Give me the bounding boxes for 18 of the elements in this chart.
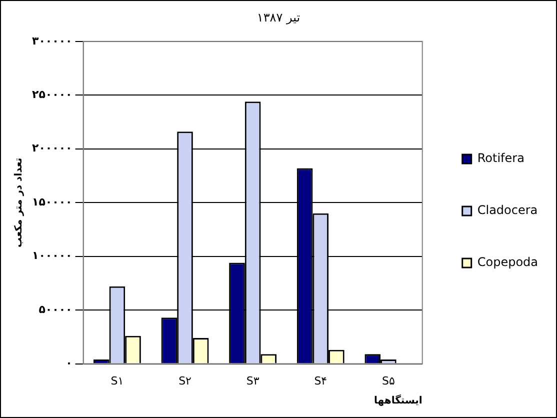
y-tick-label: ۵۰۰۰۰ — [38, 302, 72, 316]
x-tick-label: S۲ — [178, 374, 192, 388]
y-tick-label: ۳۰۰۰۰۰ — [32, 34, 72, 48]
x-tick-label: S۳ — [246, 374, 260, 388]
x-tick-label: S۴ — [314, 374, 328, 388]
legend-label: Cladocera — [477, 203, 538, 218]
legend-label: Copepoda — [477, 255, 538, 270]
y-tick-label: ۰ — [66, 356, 72, 370]
x-axis-title: ایستگاهها — [374, 394, 422, 407]
legend-label: Rotifera — [477, 151, 524, 166]
y-tick-label: ۱۵۰۰۰۰ — [32, 195, 72, 208]
y-tick-label: ۱۰۰۰۰۰ — [32, 249, 72, 262]
y-tick-label: ۲۰۰۰۰۰ — [32, 142, 72, 155]
y-axis-title: تعداد در متر مکعب — [14, 157, 25, 248]
y-tick-label: ۲۵۰۰۰۰ — [32, 88, 72, 101]
chart-title: تیر ۱۳۸۷ — [256, 10, 300, 24]
x-tick-label: S۵ — [382, 374, 395, 388]
x-tick-label: S۱ — [110, 374, 124, 388]
